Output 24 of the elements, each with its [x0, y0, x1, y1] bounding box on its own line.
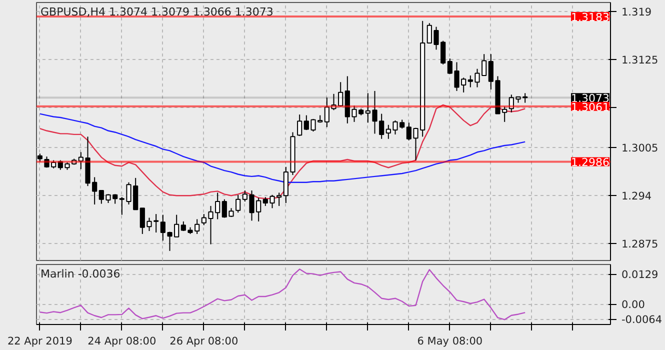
x-tick-label: 26 Apr 08:00	[170, 336, 238, 348]
x-tick-label: 24 Apr 08:00	[88, 336, 156, 348]
x-tick-label: 22 Apr 2019	[7, 336, 72, 348]
x-tick-label: 6 May 08:00	[417, 336, 483, 348]
ref-line-label: 1.2986	[571, 156, 610, 170]
ref-line-label: 1.3183	[571, 11, 610, 24]
y-tick-label: 1.3125	[622, 54, 658, 66]
candlestick	[379, 113, 384, 140]
candlestick	[160, 214, 166, 242]
chart-title: GBPUSD,H4 1.3074 1.3079 1.3066 1.3073	[40, 6, 274, 18]
y-tick-label: 1.319	[622, 6, 652, 18]
chart-title: Marlin -0.0036	[40, 268, 120, 280]
candlestick	[283, 166, 288, 204]
candlestick	[297, 114, 302, 136]
candlestick	[154, 214, 159, 233]
y-tick-label: 0.0129	[622, 269, 658, 282]
candlestick	[236, 194, 241, 214]
y-tick-label: 1.294	[622, 190, 652, 203]
line-series	[39, 268, 526, 320]
y-tick-label: -0.0064	[622, 314, 662, 326]
line-series	[39, 113, 526, 183]
y-tick-label: 1.3005	[622, 142, 658, 155]
y-tick-label: 1.2875	[622, 238, 658, 251]
y-tick-label: 0.00	[622, 299, 645, 312]
